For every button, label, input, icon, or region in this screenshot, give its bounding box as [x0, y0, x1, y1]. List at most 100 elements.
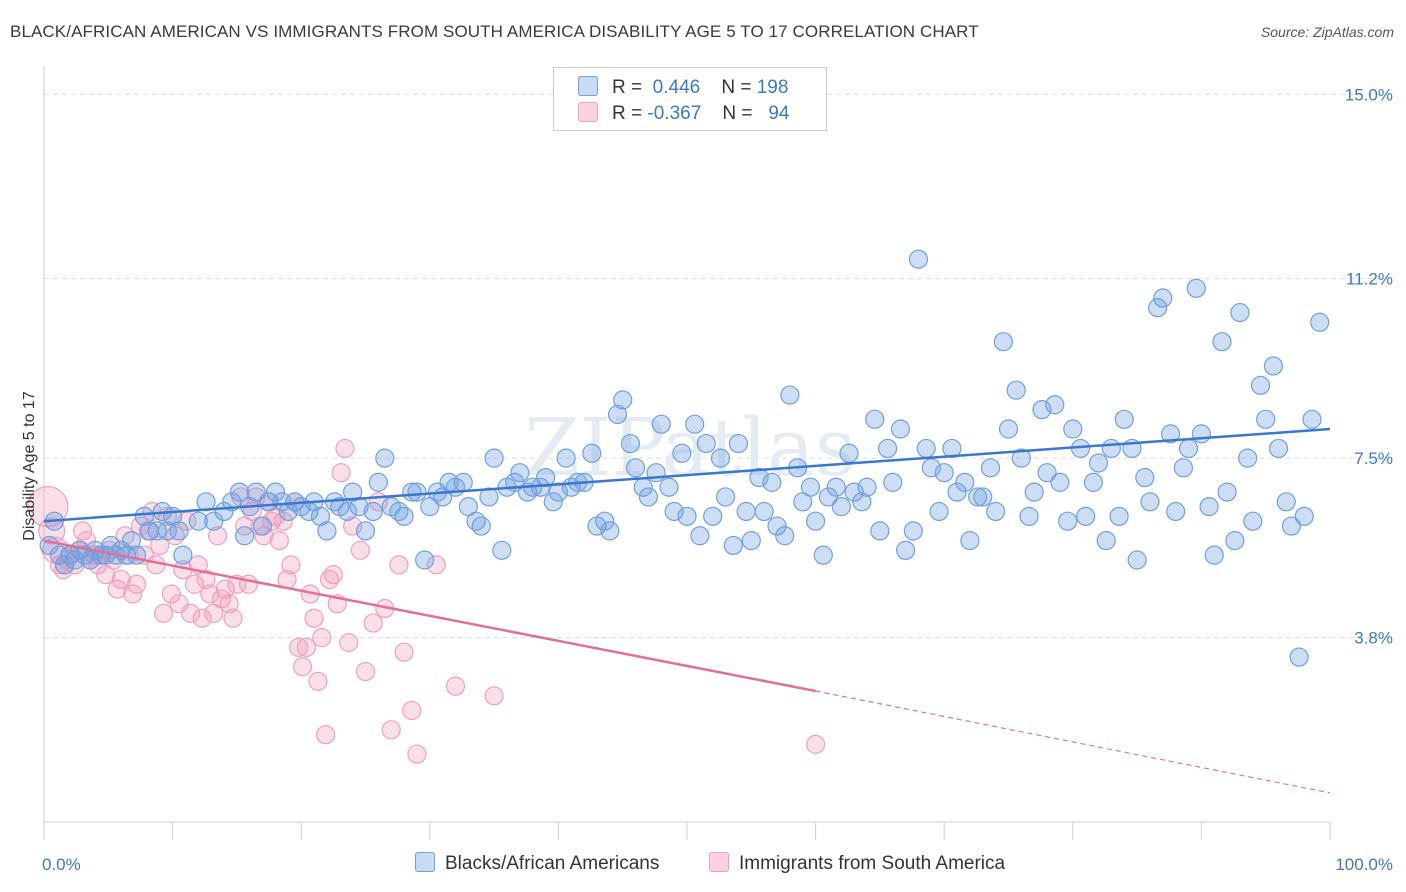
blue-point	[1225, 531, 1245, 551]
pink-point	[296, 637, 316, 657]
pink-point	[292, 657, 313, 677]
blue-point	[407, 482, 427, 502]
bottom-legend-pink: Immigrants from South America	[709, 852, 1005, 875]
blue-point	[1148, 298, 1168, 318]
blue-point	[317, 521, 337, 541]
blue-point	[1006, 380, 1026, 400]
bottom-legend-blue: Blacks/African Americans	[415, 852, 659, 875]
source-label: Source: ZipAtlas.com	[1260, 24, 1394, 40]
blue-point	[49, 545, 70, 565]
blue-point	[1173, 458, 1193, 478]
blue-point	[826, 477, 846, 497]
blue-point	[80, 550, 100, 570]
legend-swatch-blue	[578, 76, 598, 96]
blue-point	[1217, 482, 1237, 502]
blue-point	[1109, 506, 1129, 526]
pink-point	[304, 608, 324, 628]
trend-line-pink-extension	[815, 690, 1331, 794]
pink-point	[308, 671, 328, 691]
blue-point	[1160, 424, 1181, 444]
blue-point	[741, 531, 761, 551]
pink-point	[316, 725, 336, 745]
blue-point	[942, 438, 962, 459]
blue-point	[126, 545, 147, 565]
blue-point	[1050, 472, 1070, 492]
blue-point	[818, 487, 839, 507]
blue-point	[780, 385, 800, 405]
y-tick-label: 7.5%	[1354, 449, 1393, 468]
blue-point	[831, 497, 851, 517]
pink-point	[153, 603, 174, 623]
pink-point	[192, 608, 212, 628]
blue-point	[1276, 492, 1296, 512]
blue-point	[1083, 472, 1103, 492]
trend-line-blue	[43, 427, 1331, 523]
blue-point	[696, 433, 716, 454]
blue-point	[1230, 302, 1250, 323]
blue-point	[870, 521, 890, 541]
pink-point	[289, 637, 309, 657]
blue-point	[1186, 278, 1206, 298]
blue-point	[1045, 395, 1065, 415]
y-tick-labels: 3.8% 7.5% 11.2% 15.0%	[1345, 85, 1393, 647]
blue-point	[1058, 511, 1078, 531]
pink-point	[445, 676, 466, 696]
blue-point	[147, 521, 167, 541]
pink-point	[161, 584, 181, 604]
blue-point	[664, 501, 684, 522]
blue-point	[805, 511, 826, 531]
blue-point	[582, 443, 602, 463]
blue-point	[677, 506, 697, 526]
pink-point	[350, 540, 370, 560]
blue-point	[1127, 550, 1147, 570]
blue-point	[685, 414, 705, 434]
blue-point	[1166, 501, 1186, 522]
blue-point	[1263, 356, 1284, 376]
blue-point	[955, 472, 975, 492]
pink-point	[389, 555, 409, 575]
blue-point	[65, 550, 85, 570]
blue-point	[767, 516, 787, 536]
blue-point	[246, 482, 266, 502]
blue-point	[229, 482, 250, 502]
pink-point	[426, 555, 446, 575]
trend-line-pink	[43, 539, 816, 693]
blue-point	[402, 482, 422, 502]
blue-point	[613, 390, 633, 410]
pink-point	[200, 584, 220, 604]
blue-point	[510, 463, 530, 483]
blue-point	[600, 521, 620, 541]
pink-point	[394, 642, 414, 662]
blue-point	[703, 506, 723, 526]
blue-point	[934, 463, 954, 483]
blue-point	[1310, 312, 1330, 332]
blue-point	[749, 467, 769, 488]
y-tick-label: 15.0%	[1345, 85, 1393, 104]
blue-point	[607, 404, 628, 425]
blue-point	[1153, 288, 1173, 308]
blue-point	[1037, 463, 1057, 483]
blue-point	[1238, 448, 1258, 468]
blue-point	[883, 472, 903, 492]
legend-r-blue: 0.446	[652, 77, 701, 98]
blue-point	[543, 492, 563, 512]
blue-point	[1289, 647, 1309, 667]
pink-point	[65, 555, 85, 575]
blue-point	[775, 526, 795, 546]
blue-point	[1114, 409, 1134, 429]
pink-point	[219, 594, 239, 614]
blue-point	[1135, 467, 1155, 488]
pink-point	[196, 569, 216, 590]
blue-point	[484, 448, 504, 468]
blue-point	[492, 540, 512, 560]
legend-row-pink: R = -0.367 N = 94	[578, 102, 789, 126]
blue-point	[235, 526, 255, 546]
blue-point	[1268, 438, 1289, 459]
blue-point	[1212, 332, 1232, 352]
pink-point	[72, 521, 93, 541]
blue-point	[337, 501, 358, 522]
blue-point	[157, 521, 178, 541]
pink-point	[123, 584, 143, 604]
pink-point	[355, 661, 376, 682]
legend-row-blue: R = 0.446 N = 198	[578, 76, 788, 100]
